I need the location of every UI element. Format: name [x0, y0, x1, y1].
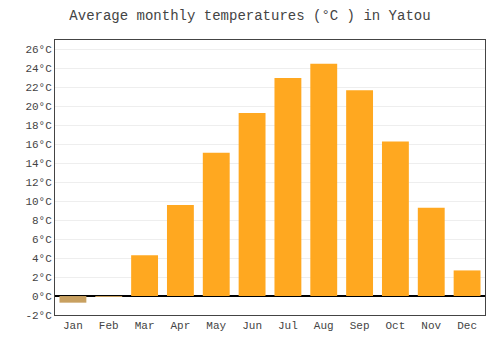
svg-text:Oct: Oct	[386, 320, 406, 332]
svg-text:Apr: Apr	[171, 320, 191, 332]
svg-text:Sep: Sep	[350, 320, 370, 332]
svg-text:Jul: Jul	[278, 320, 298, 332]
svg-text:20°C: 20°C	[25, 101, 52, 113]
svg-text:Feb: Feb	[99, 320, 119, 332]
svg-text:0°C: 0°C	[32, 291, 52, 303]
svg-text:22°C: 22°C	[25, 82, 52, 94]
svg-text:16°C: 16°C	[25, 139, 52, 151]
svg-text:4°C: 4°C	[32, 253, 52, 265]
svg-text:May: May	[206, 320, 226, 332]
svg-text:Average monthly temperatures (: Average monthly temperatures (°C ) in Ya…	[69, 8, 430, 24]
svg-text:Mar: Mar	[135, 320, 155, 332]
svg-text:12°C: 12°C	[25, 177, 52, 189]
svg-text:Jan: Jan	[63, 320, 83, 332]
svg-text:14°C: 14°C	[25, 158, 52, 170]
svg-text:8°C: 8°C	[32, 215, 52, 227]
svg-text:24°C: 24°C	[25, 63, 52, 75]
svg-text:6°C: 6°C	[32, 234, 52, 246]
svg-text:-2°C: -2°C	[25, 310, 52, 322]
svg-text:26°C: 26°C	[25, 44, 52, 56]
svg-text:Dec: Dec	[457, 320, 477, 332]
svg-text:Nov: Nov	[421, 320, 441, 332]
svg-text:Jun: Jun	[242, 320, 262, 332]
svg-text:10°C: 10°C	[25, 196, 52, 208]
svg-text:Aug: Aug	[314, 320, 334, 332]
svg-text:18°C: 18°C	[25, 120, 52, 132]
svg-text:2°C: 2°C	[32, 272, 52, 284]
